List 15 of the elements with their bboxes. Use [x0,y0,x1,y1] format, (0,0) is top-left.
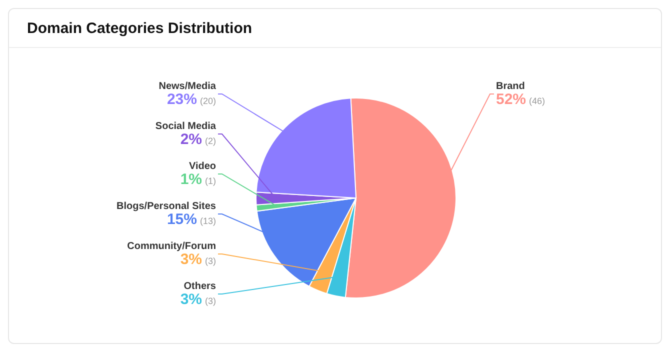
data-label: 1% (1) [180,171,216,188]
slice-label: Video [188,161,216,172]
data-label: 3% (3) [180,291,216,308]
slice-label: News/Media [158,81,216,92]
data-label: 23% (20) [166,91,216,108]
data-label: 52% (46) [496,91,546,108]
data-label: 3% (3) [180,251,216,268]
slice-label: Brand [496,81,525,92]
data-label: 15% (13) [166,211,216,228]
slice-label: Others [184,281,216,292]
slice-label: Social Media [155,121,216,132]
chart-title: Domain Categories Distribution [9,9,661,48]
slice-label: Community/Forum [127,241,216,252]
slice-label: Blogs/Personal Sites [116,201,216,212]
data-label: 2% (2) [180,131,216,148]
